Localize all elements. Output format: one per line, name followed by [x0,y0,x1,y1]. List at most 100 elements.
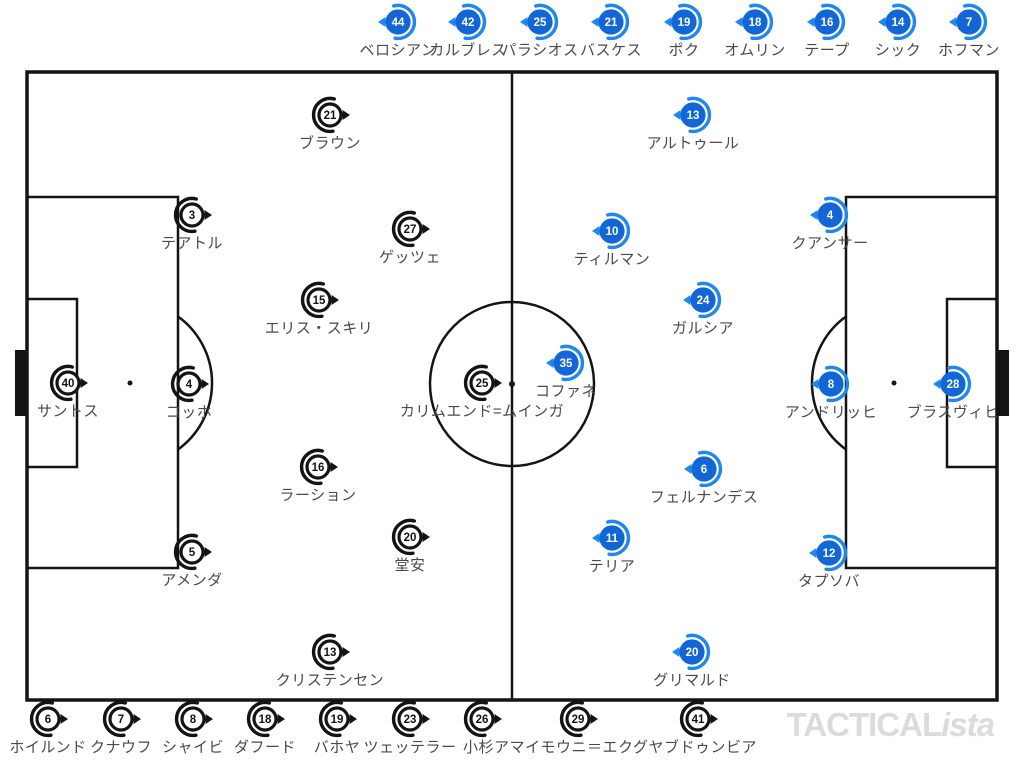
penalty-spot-left [127,380,133,386]
player-label: クナウフ [89,739,153,756]
svg-text:15: 15 [313,295,326,307]
svg-text:27: 27 [404,224,417,236]
svg-text:25: 25 [476,378,489,390]
svg-text:7: 7 [118,714,124,726]
svg-text:8: 8 [190,714,197,726]
svg-text:7: 7 [966,17,972,29]
svg-text:20: 20 [686,647,699,659]
player-token-icon: 16 [299,448,338,486]
player-label: エリス・スキリ [264,320,374,337]
player-token-icon: 42 [448,3,487,41]
svg-text:16: 16 [821,17,834,29]
svg-text:23: 23 [404,714,417,726]
player-label: ラーション [279,487,357,504]
player-token-icon: 8 [811,365,850,403]
player-token-icon: 24 [683,281,722,319]
player-label: クリステンセン [275,672,385,689]
player-label: アルトゥール [646,135,740,152]
player-token-icon: 29 [559,700,598,738]
center-spot [509,381,515,387]
player-label: ブラウン [298,135,362,152]
player-label: ツェッテラー [363,739,457,756]
penalty-arc-right [810,315,847,451]
svg-text:28: 28 [947,379,960,391]
player-label: シック [874,42,922,59]
tacticalista-watermark: TACTICALista [786,706,995,744]
center-circle [428,300,596,468]
svg-text:26: 26 [476,714,489,726]
player-label: ガルシア [671,320,735,337]
player-token-icon: 25 [520,3,559,41]
player-token-icon: 18 [735,3,774,41]
player-token-icon: 15 [300,281,339,319]
player-token-icon: 20 [672,633,711,671]
svg-text:4: 4 [186,379,193,391]
player-token-icon: 6 [29,700,68,738]
player-label: オムリン [724,42,786,59]
player-token-icon: 21 [591,3,630,41]
player-token-icon: 13 [311,633,350,671]
player-token-icon: 13 [673,96,712,134]
penalty-arc-left [177,315,214,451]
player-token-icon: 4 [170,365,209,403]
player-label: テアトル [160,235,224,252]
watermark-italic-text: ista [941,706,995,743]
svg-text:25: 25 [534,17,547,29]
player-token-icon: 5 [173,533,212,571]
player-token-icon: 12 [809,534,848,572]
player-token-icon: 28 [933,365,972,403]
pitch-spots [15,350,1009,416]
goal-left [15,350,27,416]
player-label: バスケス [579,42,643,59]
svg-text:20: 20 [404,532,417,544]
svg-text:8: 8 [828,379,835,391]
svg-text:4: 4 [827,210,834,222]
player-label: テリア [588,558,636,575]
svg-text:29: 29 [572,714,585,726]
player-label: ポク [668,42,700,59]
player-token-icon: 4 [810,196,849,234]
player-token-icon: 8 [174,700,213,738]
player-label: コファネ [534,383,598,400]
player-label: アンドリッヒ [784,404,878,421]
svg-text:19: 19 [331,714,344,726]
player-label: テープ [804,42,850,59]
player-token-icon: 18 [246,700,285,738]
player-label: フェルナンデス [649,489,759,506]
player-label: 堂安 [394,557,426,574]
player-label: ティルマン [573,251,651,268]
svg-text:16: 16 [312,462,325,474]
svg-text:21: 21 [605,17,618,29]
player-token-icon: 26 [463,700,502,738]
player-label: バホヤ [313,739,361,756]
goal-right [997,350,1009,416]
player-token-icon: 25 [463,364,502,402]
player-token-icon: 14 [878,3,917,41]
player-label: ゲッツェ [378,249,442,266]
svg-text:13: 13 [687,110,700,122]
svg-text:41: 41 [692,714,705,726]
player-label: パラシオス [501,42,579,59]
svg-text:6: 6 [45,714,51,726]
svg-text:5: 5 [189,547,196,559]
player-token-icon: 41 [679,700,718,738]
player-label: ホフマン [937,42,1001,59]
player-token-icon: 23 [391,700,430,738]
player-token-icon: 35 [546,344,585,382]
svg-text:35: 35 [560,358,573,370]
player-token-icon: 20 [391,518,430,556]
svg-text:21: 21 [324,110,337,122]
svg-text:18: 18 [749,17,762,29]
svg-text:13: 13 [324,647,337,659]
svg-text:42: 42 [462,17,475,29]
player-label: ホイルンド [9,739,87,756]
player-token-icon: 19 [664,3,703,41]
watermark-bold-text: TACTICAL [786,706,943,743]
player-token-icon: 27 [391,210,430,248]
player-label: アメンダ [161,572,223,589]
player-label: 小杉アマイモウニ＝エクグヤブドゥンビア [463,739,757,756]
player-token-icon: 44 [378,3,417,41]
